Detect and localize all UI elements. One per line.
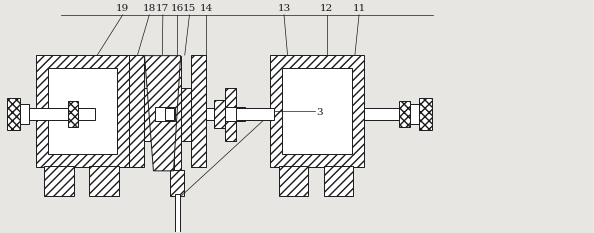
Bar — [282, 68, 352, 154]
Bar — [236, 108, 274, 120]
Text: 17: 17 — [156, 3, 169, 13]
Bar — [410, 104, 419, 124]
Bar — [144, 88, 154, 141]
Bar — [89, 166, 119, 196]
Bar — [206, 108, 214, 120]
Bar — [20, 104, 29, 124]
Bar — [36, 55, 129, 167]
Text: 3: 3 — [317, 108, 323, 117]
Bar — [170, 170, 184, 196]
Bar — [48, 68, 118, 154]
Bar — [29, 108, 68, 120]
Bar — [419, 98, 432, 130]
Text: 11: 11 — [352, 3, 366, 13]
Bar — [324, 166, 353, 196]
Text: 14: 14 — [200, 3, 213, 13]
Bar — [225, 107, 245, 121]
Bar — [68, 101, 78, 127]
Text: 15: 15 — [183, 3, 196, 13]
Bar — [173, 56, 181, 171]
Bar — [270, 55, 364, 167]
Text: 12: 12 — [320, 3, 333, 13]
Bar — [181, 88, 191, 141]
Text: 18: 18 — [143, 3, 156, 13]
Bar — [154, 100, 165, 128]
Text: 13: 13 — [277, 3, 290, 13]
Bar — [154, 107, 175, 121]
Bar — [8, 98, 20, 130]
Bar — [225, 88, 236, 141]
Bar — [191, 55, 206, 167]
Bar — [44, 166, 74, 196]
Bar — [279, 166, 308, 196]
Bar — [214, 100, 225, 128]
Bar — [78, 108, 95, 120]
Bar — [129, 55, 144, 167]
Text: 16: 16 — [170, 3, 184, 13]
Bar — [175, 195, 179, 232]
Bar — [364, 108, 399, 120]
Bar — [165, 108, 173, 120]
Bar — [399, 101, 410, 127]
Polygon shape — [144, 56, 181, 171]
Text: 19: 19 — [116, 3, 129, 13]
